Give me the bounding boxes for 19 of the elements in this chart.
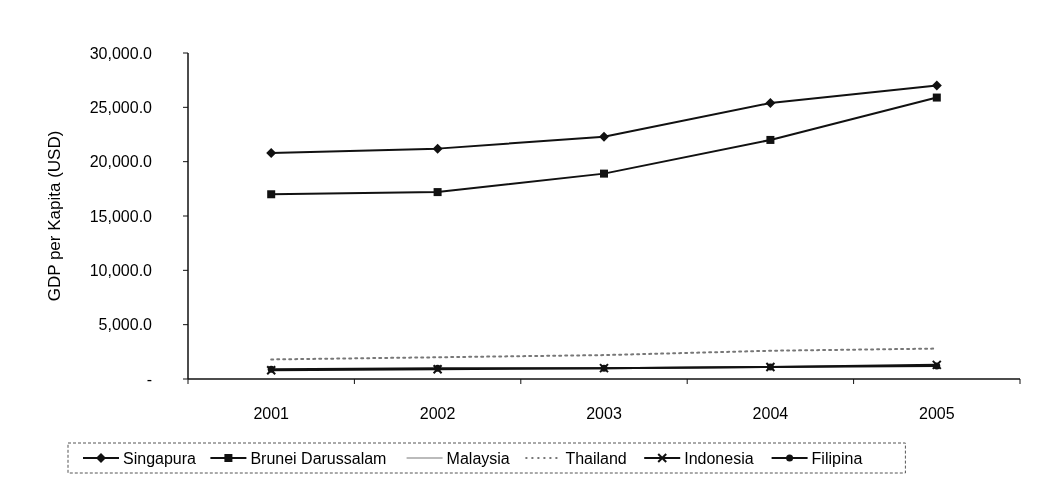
x-tick-label: 2002	[419, 405, 456, 422]
y-axis-title: GDP per Kapita (USD)	[45, 130, 64, 302]
x-tick-label: 2004	[752, 405, 789, 422]
legend-label: Singapura	[123, 449, 197, 467]
y-tick-label: 20,000.0	[89, 153, 153, 171]
legend-label: Malaysia	[446, 449, 510, 467]
legend-label: Thailand	[565, 449, 627, 467]
legend-label: Filipina	[811, 449, 863, 467]
y-tick-label: 10,000.0	[89, 261, 153, 279]
y-tick-label: 25,000.0	[89, 98, 153, 116]
x-tick-label: 2001	[253, 405, 290, 422]
legend-label: Indonesia	[684, 449, 754, 467]
y-tick-label: -	[146, 370, 152, 388]
x-tick-label: 2003	[586, 405, 622, 422]
legend-label: Brunei Darussalam	[250, 449, 387, 467]
y-tick-label: 5,000.0	[98, 316, 153, 334]
y-tick-label: 15,000.0	[89, 207, 153, 225]
y-tick-label: 30,000.0	[89, 44, 153, 62]
x-tick-label: 2005	[919, 405, 955, 422]
